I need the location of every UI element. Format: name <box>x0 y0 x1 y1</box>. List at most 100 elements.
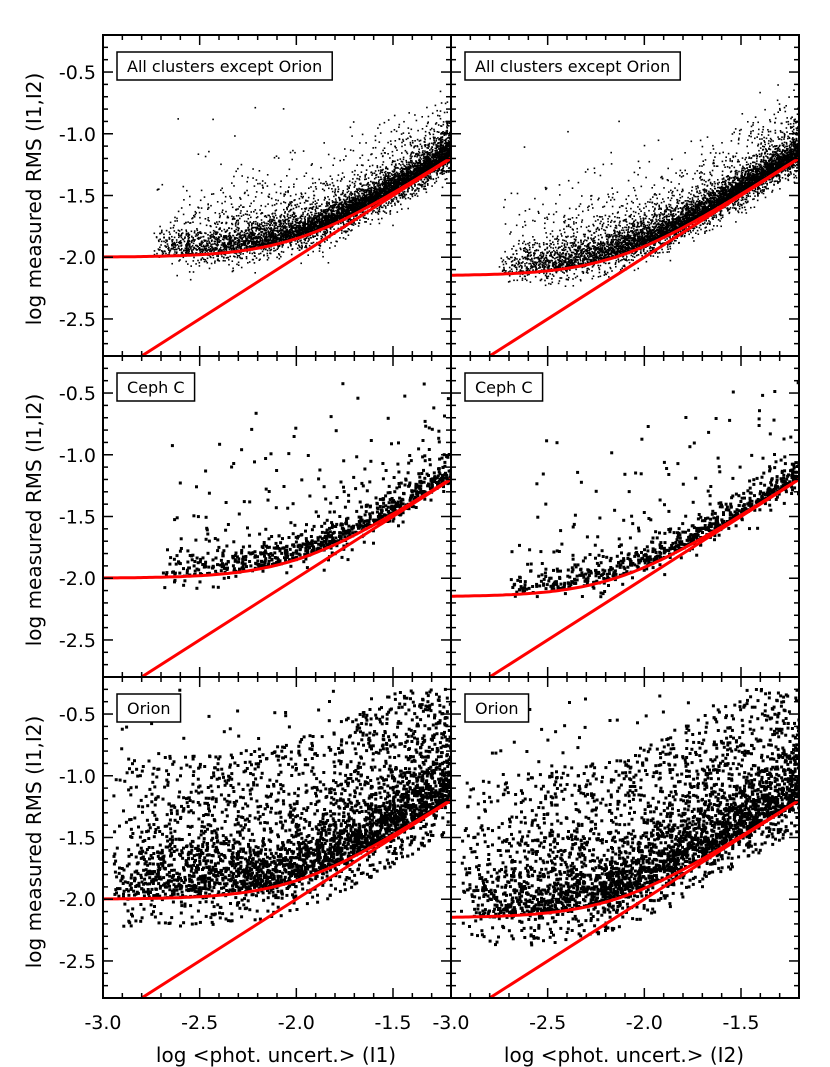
scatter-point <box>303 238 305 240</box>
scatter-point <box>284 234 286 237</box>
scatter-point <box>333 206 335 209</box>
scatter-point <box>304 225 306 227</box>
scatter-point <box>412 177 414 179</box>
scatter-point <box>421 151 424 154</box>
scatter-point <box>304 237 307 240</box>
scatter-point <box>284 236 286 239</box>
scatter-point <box>221 249 223 252</box>
scatter-point <box>199 216 201 219</box>
scatter-point <box>266 185 269 187</box>
scatter-point <box>343 176 345 178</box>
scatter-point <box>371 181 374 184</box>
scatter-point <box>357 225 360 227</box>
scatter-point <box>258 225 260 227</box>
scatter-point <box>300 239 302 242</box>
scatter-point <box>223 257 225 259</box>
scatter-point <box>294 199 296 201</box>
scatter-point <box>217 258 219 260</box>
scatter-point <box>199 251 202 254</box>
scatter-point <box>207 217 210 219</box>
scatter-point <box>292 236 294 239</box>
scatter-point <box>172 226 175 229</box>
scatter-point <box>279 225 282 227</box>
scatter-point <box>178 236 180 239</box>
scatter-point <box>331 188 333 190</box>
scatter-point <box>243 206 245 208</box>
scatter-point <box>446 127 449 129</box>
scatter-point <box>225 244 227 247</box>
scatter-point <box>201 257 204 259</box>
scatter-point <box>326 201 328 203</box>
scatter-point <box>401 141 403 144</box>
scatter-point <box>365 169 368 171</box>
scatter-point <box>341 213 343 215</box>
scatter-point <box>223 247 226 249</box>
scatter-point <box>430 153 432 155</box>
scatter-point <box>249 221 251 223</box>
scatter-point <box>284 222 286 224</box>
scatter-point <box>383 186 385 188</box>
scatter-point <box>279 215 281 218</box>
scatter-point <box>418 170 421 172</box>
scatter-point <box>216 239 219 241</box>
scatter-point <box>335 203 338 206</box>
scatter-point <box>417 129 419 132</box>
scatter-point <box>350 204 353 207</box>
scatter-point <box>256 244 259 246</box>
scatter-point <box>244 191 246 194</box>
scatter-point <box>364 176 366 178</box>
scatter-point <box>298 249 301 251</box>
scatter-point <box>334 217 337 220</box>
scatter-point <box>305 237 308 239</box>
scatter-point <box>429 149 431 151</box>
scatter-point <box>300 262 302 265</box>
scatter-point <box>308 187 310 189</box>
scatter-point <box>416 195 419 197</box>
scatter-point <box>198 247 201 249</box>
scatter-point <box>246 242 249 244</box>
scatter-point <box>246 245 249 248</box>
scatter-point <box>274 224 276 226</box>
scatter-point <box>324 215 327 218</box>
scatter-point <box>230 227 233 230</box>
scatter-point <box>267 257 270 259</box>
scatter-point <box>391 205 393 207</box>
scatter-point <box>178 241 180 244</box>
scatter-point <box>270 227 272 229</box>
scatter-point <box>287 230 289 232</box>
scatter-point <box>205 232 207 235</box>
scatter-point <box>424 158 426 161</box>
scatter-point <box>220 163 222 166</box>
scatter-point <box>360 171 363 173</box>
scatter-point <box>337 227 340 230</box>
scatter-point <box>252 239 254 241</box>
scatter-point <box>440 137 442 140</box>
scatter-point <box>233 241 235 244</box>
scatter-point <box>286 175 288 177</box>
scatter-point <box>280 226 283 228</box>
scatter-point <box>231 270 234 273</box>
scatter-point <box>405 138 408 141</box>
scatter-point <box>415 153 417 155</box>
scatter-point <box>232 267 234 270</box>
scatter-point <box>246 210 248 213</box>
scatter-point <box>255 191 258 193</box>
scatter-point <box>418 148 420 151</box>
scatter-point <box>260 230 262 233</box>
scatter-point <box>424 134 427 137</box>
scatter-point <box>320 222 322 224</box>
scatter-point <box>410 165 412 168</box>
scatter-point <box>193 214 195 217</box>
scatter-point <box>287 190 289 192</box>
scatter-point <box>275 202 278 205</box>
scatter-point <box>277 247 279 249</box>
scatter-point <box>266 224 268 227</box>
scatter-point <box>214 231 217 234</box>
scatter-point <box>435 159 438 161</box>
scatter-point <box>216 231 219 234</box>
scatter-point <box>337 174 340 176</box>
scatter-point <box>389 175 391 178</box>
scatter-point <box>253 185 256 187</box>
scatter-point <box>386 167 389 170</box>
scatter-point <box>256 239 258 242</box>
